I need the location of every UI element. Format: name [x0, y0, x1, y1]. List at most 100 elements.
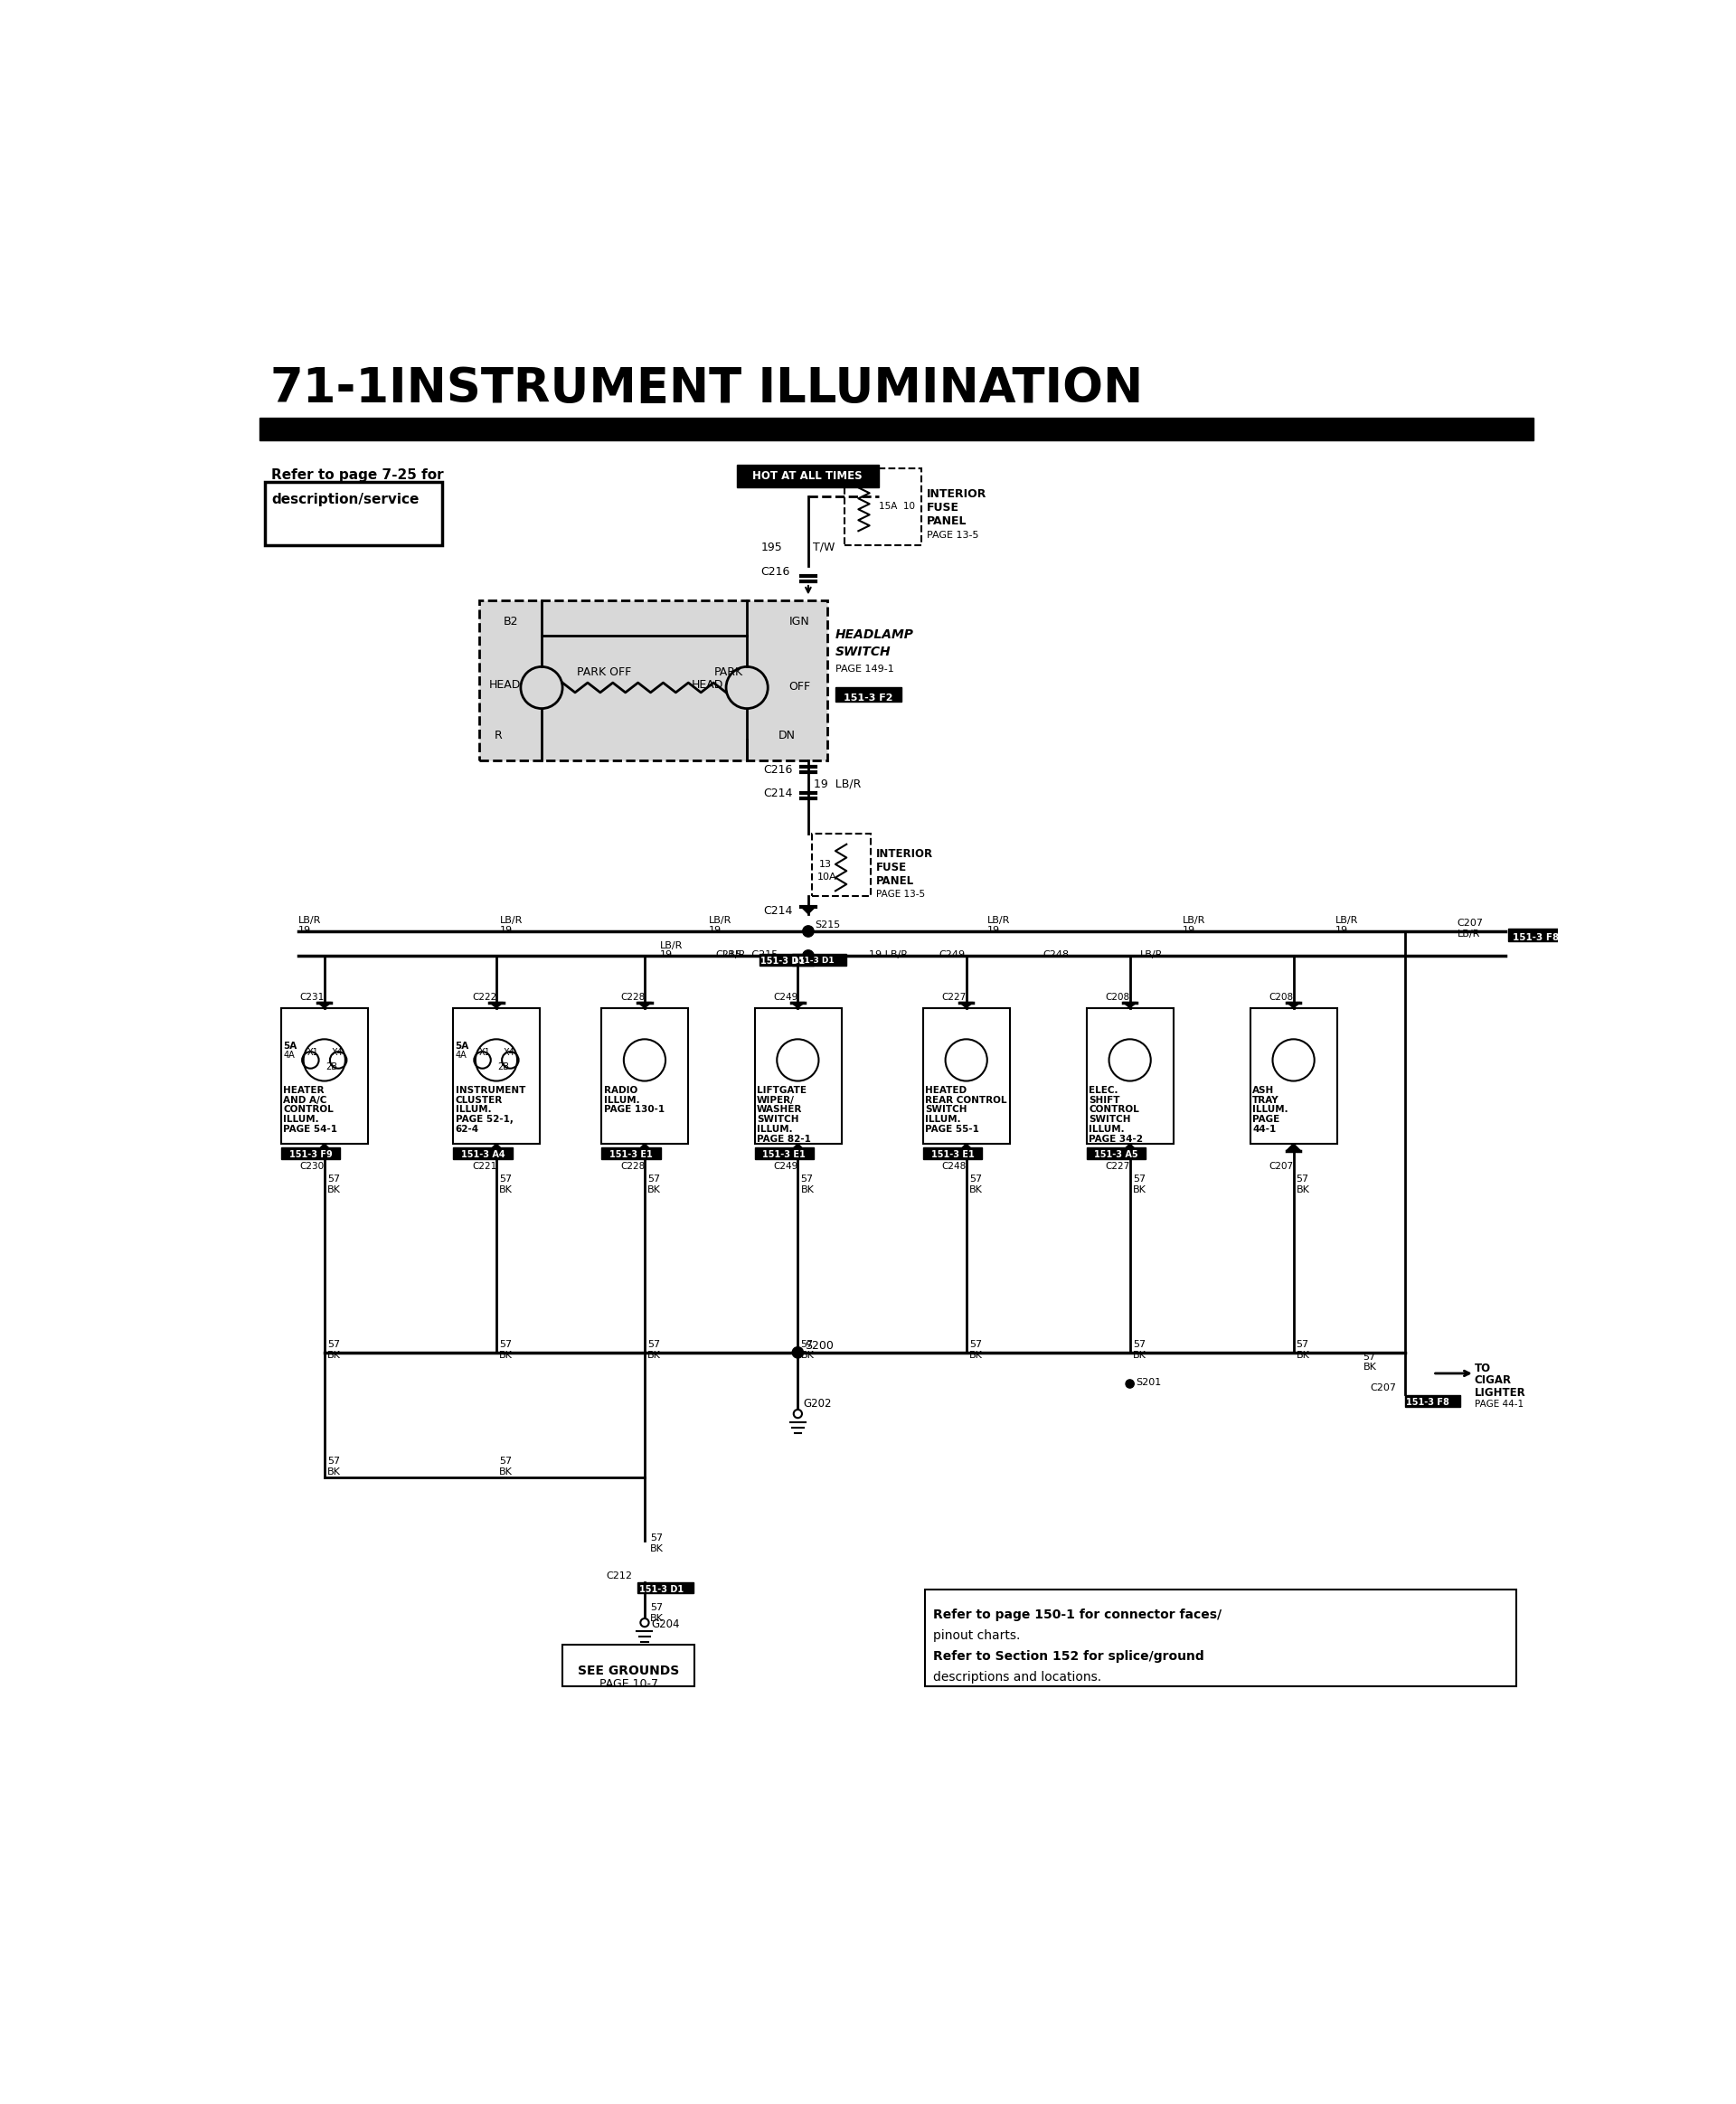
Bar [601, 1147, 661, 1159]
Bar [755, 1008, 842, 1145]
Text: 57: 57 [1297, 1174, 1309, 1185]
Text: 19: 19 [1335, 926, 1349, 934]
Text: 10A: 10A [818, 873, 837, 882]
Text: 57: 57 [1132, 1340, 1146, 1349]
Text: LB/R: LB/R [1457, 930, 1481, 938]
Text: C214: C214 [764, 905, 792, 917]
Text: C216: C216 [764, 764, 792, 776]
Text: 19: 19 [660, 951, 674, 959]
Polygon shape [792, 1002, 806, 1008]
Text: 57: 57 [500, 1174, 512, 1185]
Text: LB/R: LB/R [660, 940, 682, 951]
Text: ASH: ASH [1252, 1086, 1274, 1094]
Text: 151-3 E1: 151-3 E1 [609, 1151, 653, 1159]
Text: HEAD: HEAD [691, 680, 724, 690]
Text: SWITCH: SWITCH [925, 1105, 967, 1115]
Circle shape [792, 1347, 804, 1357]
Text: C249: C249 [774, 993, 799, 1002]
Text: FUSE: FUSE [877, 863, 908, 873]
Text: BK: BK [500, 1185, 512, 1195]
Text: 57: 57 [800, 1174, 814, 1185]
Bar [755, 1147, 814, 1159]
Bar [835, 688, 901, 701]
Bar [1250, 1008, 1337, 1145]
Text: C208: C208 [1269, 993, 1293, 1002]
Text: ILLUM.: ILLUM. [604, 1096, 639, 1105]
Text: PARK: PARK [713, 667, 743, 677]
Text: FUSE: FUSE [927, 501, 960, 513]
Text: 57: 57 [326, 1340, 340, 1349]
Bar [601, 1008, 689, 1145]
Text: 151-3 D1: 151-3 D1 [760, 957, 804, 966]
Text: PAGE 52-1,: PAGE 52-1, [455, 1115, 514, 1124]
Text: HEADLAMP: HEADLAMP [835, 629, 913, 642]
Bar [260, 419, 1533, 440]
Text: BK: BK [500, 1351, 512, 1359]
Text: R: R [495, 730, 502, 741]
Text: CLUSTER: CLUSTER [455, 1096, 502, 1105]
Text: 57: 57 [326, 1456, 340, 1466]
Text: SHIFT: SHIFT [1088, 1096, 1120, 1105]
Text: INTERIOR: INTERIOR [927, 488, 986, 499]
Polygon shape [802, 907, 816, 913]
Text: C228: C228 [620, 1161, 644, 1170]
Text: PAGE 10-7: PAGE 10-7 [599, 1679, 658, 1690]
Text: LB/R: LB/R [1182, 915, 1205, 926]
Text: BK: BK [1132, 1351, 1146, 1359]
Text: BK: BK [500, 1466, 512, 1477]
Text: SWITCH: SWITCH [757, 1115, 799, 1124]
Text: 4A: 4A [283, 1052, 295, 1060]
Text: ILLUM.: ILLUM. [283, 1115, 319, 1124]
Text: HEAD: HEAD [490, 680, 521, 690]
Text: 19: 19 [708, 926, 722, 934]
Bar [924, 1008, 1010, 1145]
Text: PAGE: PAGE [1252, 1115, 1279, 1124]
Text: BK: BK [326, 1351, 340, 1359]
Text: IGN: IGN [788, 616, 809, 627]
Polygon shape [792, 1145, 806, 1151]
Polygon shape [490, 1002, 503, 1008]
Text: CONTROL: CONTROL [1088, 1105, 1139, 1115]
Text: INSTRUMENT: INSTRUMENT [455, 1086, 526, 1094]
Text: C249: C249 [774, 1161, 799, 1170]
Text: BK: BK [648, 1351, 661, 1359]
Bar [812, 833, 871, 896]
Text: OFF: OFF [788, 682, 811, 692]
Text: 151-3 E1: 151-3 E1 [762, 1151, 806, 1159]
Text: PAGE 54-1: PAGE 54-1 [283, 1126, 337, 1134]
Polygon shape [637, 1002, 651, 1008]
Text: INTERIOR: INTERIOR [877, 848, 934, 861]
Text: 19  LB/R: 19 LB/R [814, 778, 861, 789]
Polygon shape [318, 1145, 332, 1151]
Text: C227: C227 [943, 993, 967, 1002]
Text: Refer to Section 152 for splice/ground: Refer to Section 152 for splice/ground [932, 1650, 1203, 1662]
Text: 2B: 2B [326, 1063, 337, 1071]
Bar [925, 1589, 1516, 1687]
Text: LIGHTER: LIGHTER [1474, 1387, 1526, 1399]
Text: 57: 57 [1363, 1353, 1377, 1361]
Text: LB/R: LB/R [1141, 951, 1163, 959]
Text: 19 LB/R: 19 LB/R [868, 951, 908, 959]
Text: BK: BK [651, 1614, 663, 1622]
Text: TO: TO [1474, 1363, 1491, 1374]
Bar [844, 469, 922, 545]
Text: SWITCH: SWITCH [835, 646, 891, 659]
Text: S200: S200 [806, 1340, 833, 1351]
Bar [1087, 1147, 1146, 1159]
Text: DN: DN [778, 730, 795, 741]
Text: 151-3 F2: 151-3 F2 [844, 692, 892, 703]
Bar [281, 1147, 340, 1159]
Circle shape [802, 926, 814, 936]
Text: Refer to page 150-1 for connector faces/: Refer to page 150-1 for connector faces/ [932, 1610, 1222, 1622]
Text: 57: 57 [651, 1534, 663, 1542]
Circle shape [1125, 1380, 1134, 1389]
Text: C207: C207 [1269, 1161, 1293, 1170]
Bar [1087, 1008, 1174, 1145]
Text: HEATED: HEATED [925, 1086, 967, 1094]
Polygon shape [637, 1145, 651, 1151]
Text: G202: G202 [804, 1397, 832, 1410]
Text: 5A: 5A [283, 1041, 297, 1050]
Text: BK: BK [1297, 1185, 1309, 1195]
Text: ILLUM.: ILLUM. [455, 1105, 491, 1115]
Text: ELEC.: ELEC. [1088, 1086, 1118, 1094]
